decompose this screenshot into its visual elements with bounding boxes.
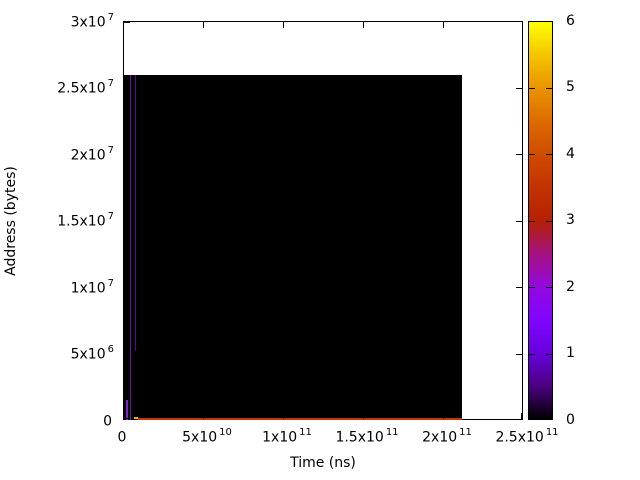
y-tick-mirror <box>516 287 522 288</box>
colorbar-tick <box>529 154 535 155</box>
colorbar-tick <box>546 88 552 89</box>
colorbar-tick <box>546 221 552 222</box>
colorbar-tick <box>546 154 552 155</box>
colorbar-tick <box>546 354 552 355</box>
x-tick <box>203 413 204 419</box>
x-tick-label: 5x10 10 <box>182 427 232 446</box>
y-tick-mirror <box>516 88 522 89</box>
y-tick <box>124 418 130 419</box>
y-tick <box>124 287 130 288</box>
colorbar-label: 5 <box>566 79 575 95</box>
x-tick <box>124 413 125 419</box>
y-tick-label: 2x10 7 <box>70 145 114 164</box>
yellow-origin-dot <box>134 417 138 419</box>
x-tick <box>283 413 284 419</box>
heatmap-dense-block <box>124 75 462 420</box>
colorbar-tick <box>529 354 535 355</box>
y-tick <box>124 221 130 222</box>
colorbar-tick <box>529 287 535 288</box>
x-tick-label: 2.5x10 11 <box>495 427 559 446</box>
access-line-1 <box>130 75 131 420</box>
y-tick-label: 1.5x10 7 <box>57 211 114 230</box>
x-tick <box>521 413 522 419</box>
x-tick-label: 1.5x10 11 <box>335 427 399 446</box>
plot-area <box>123 21 523 420</box>
y-tick <box>124 88 130 89</box>
colorbar-label: 0 <box>566 412 575 428</box>
x-tick <box>363 413 364 419</box>
colorbar-label: 4 <box>566 146 575 162</box>
colorbar-gradient <box>528 21 553 420</box>
access-line-2 <box>135 75 136 351</box>
x-tick-mirror <box>203 22 204 28</box>
y-tick-label: 1x10 7 <box>70 278 114 297</box>
y-tick-mirror <box>516 154 522 155</box>
y-tick <box>124 22 130 23</box>
x-tick-label: 1x10 11 <box>262 427 312 446</box>
colorbar-label: 1 <box>566 345 575 361</box>
y-tick <box>124 154 130 155</box>
bright-low-address-segment <box>126 400 128 420</box>
colorbar-tick <box>546 287 552 288</box>
colorbar-label: 3 <box>566 212 575 228</box>
x-tick-mirror <box>363 22 364 28</box>
y-tick-label: 5x10 6 <box>70 344 114 363</box>
x-tick-mirror <box>443 22 444 28</box>
y-tick-mirror <box>516 354 522 355</box>
colorbar-label: 6 <box>566 13 575 29</box>
x-tick-label: 0 <box>117 429 127 446</box>
x-tick <box>443 413 444 419</box>
y-tick-label: 2.5x10 7 <box>57 78 114 97</box>
x-tick-label: 2x10 11 <box>422 427 472 446</box>
y-tick-mirror <box>516 221 522 222</box>
low-address-stripe <box>138 417 462 420</box>
y-tick-label: 3x10 7 <box>70 12 114 31</box>
colorbar-tick <box>529 221 535 222</box>
x-tick-mirror <box>283 22 284 28</box>
y-tick <box>124 354 130 355</box>
y-tick-label: 0 <box>103 413 112 430</box>
colorbar-label: 2 <box>566 279 575 295</box>
colorbar-tick <box>529 88 535 89</box>
x-axis-label: Time (ns) <box>290 455 356 471</box>
